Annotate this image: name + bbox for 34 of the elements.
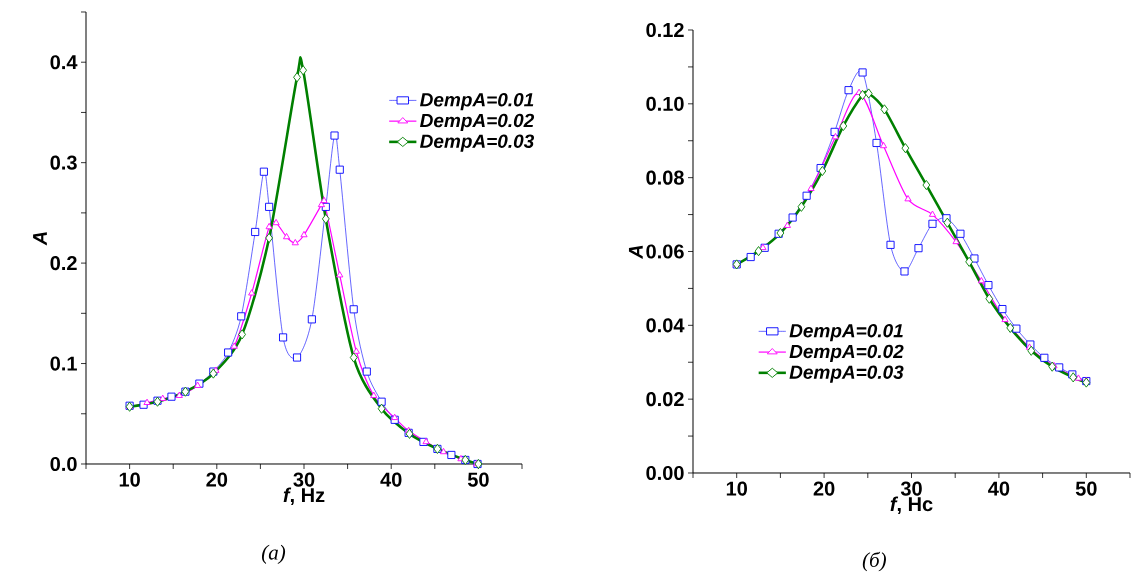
- legend-label: DempA=0.03: [420, 134, 535, 152]
- y-axis-title: A: [33, 232, 47, 246]
- x-axis-title: f, Нс: [890, 496, 933, 515]
- x-tick-label: 10: [119, 472, 140, 487]
- y-tick-label: 0.10: [646, 96, 684, 112]
- x-tick-label: 20: [206, 472, 228, 487]
- text: (a): [261, 545, 286, 565]
- y-tick-label: 0.4: [50, 55, 78, 70]
- x-tick-label: 10: [726, 481, 747, 496]
- y-tick-label: 0.0: [50, 457, 77, 472]
- x-tick-label: 30: [900, 481, 922, 496]
- legend-label: DempA=0.02: [789, 344, 904, 363]
- y-tick-label: 0.08: [646, 170, 684, 185]
- legend-label: DempA=0.03: [789, 365, 904, 383]
- legend-label: DempA=0.01: [789, 324, 903, 342]
- y-tick-label: 0.3: [50, 155, 77, 170]
- text: (б): [862, 552, 886, 572]
- y-tick-label: 0.04: [646, 318, 685, 333]
- x-tick-label: 40: [988, 481, 1010, 496]
- y-tick-label: 0.2: [50, 256, 77, 271]
- y-tick-label: 0.1: [50, 356, 77, 371]
- y-tick-label: 0.12: [646, 23, 684, 38]
- x-tick-label: 20: [813, 481, 835, 496]
- y-tick-label: 0.06: [646, 244, 684, 259]
- y-tick-label: 0.02: [646, 392, 684, 407]
- x-tick-label: 50: [1075, 481, 1097, 496]
- x-tick-label: 30: [293, 472, 315, 487]
- x-axis-title: f, Hz: [283, 487, 325, 506]
- legend-label: DempA=0.01: [420, 93, 534, 111]
- legend-label: DempA=0.02: [420, 113, 535, 132]
- x-tick-label: 50: [467, 472, 489, 487]
- y-tick-label: 0.00: [646, 466, 684, 481]
- y-axis-title: A: [628, 245, 643, 260]
- x-tick-label: 40: [380, 472, 402, 487]
